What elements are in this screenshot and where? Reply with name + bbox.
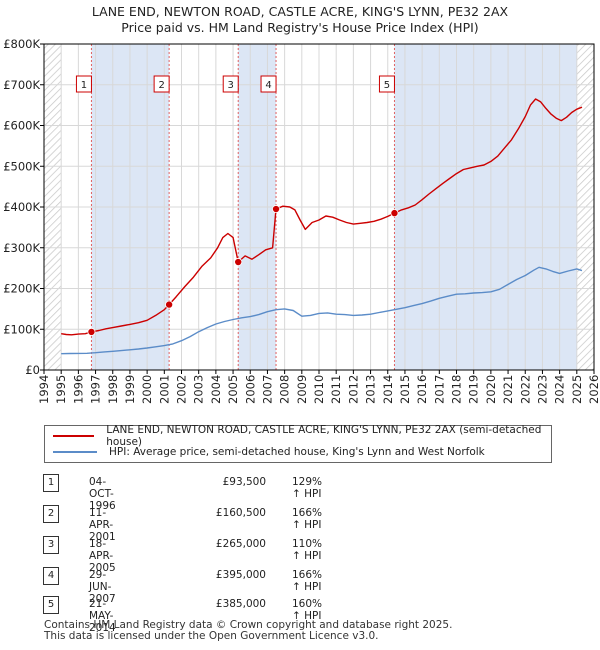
x-tick-label: 2023 [535,375,549,404]
hpi-line [61,266,583,355]
y-tick-label: £200K [3,282,40,296]
x-tick-label: 1997 [89,375,103,404]
legend-label-price-paid: LANE END, NEWTON ROAD, CASTLE ACRE, KING… [106,424,542,448]
sale-label: 3 [228,80,234,91]
transaction-hpi-change: 166% ↑ HPI [292,569,323,593]
x-tick-label: 2015 [398,375,412,404]
transaction-date: 21-MAY-2014 [89,598,116,634]
y-tick-label: £800K [3,37,40,51]
y-tick-label: £500K [3,159,40,173]
transaction-number-badge: 4 [43,567,59,585]
sale-label-box [260,75,277,93]
sale-label-box [222,75,239,93]
x-tick-label: 2009 [295,375,309,404]
x-tick-label: 2008 [278,375,292,404]
legend-swatch-price-paid [53,435,95,437]
x-tick-label: 2024 [553,375,567,404]
x-tick-label: 2012 [346,375,360,404]
x-tick-label: 2002 [175,375,189,404]
x-tick-label: 2017 [432,375,446,404]
sale-label-box [75,75,92,93]
x-tick-label: 2005 [226,375,240,404]
x-tick-label: 2021 [501,375,515,404]
sale-point [390,209,399,218]
transaction-number-badge: 5 [43,596,59,614]
y-tick-label: £600K [3,119,40,133]
y-tick-label: £400K [3,200,40,214]
price-chart: 1 2 3 4 5 £0 £100K £200K £300K £400K £500K £600K £70… [3,37,600,404]
sale-label: 4 [265,80,271,91]
y-tick-label: £300K [3,241,40,255]
x-tick-label: 2014 [381,375,395,404]
x-tick-label: 1999 [123,375,137,404]
transaction-date: 18-APR-2005 [89,538,116,574]
x-tick-label: 2018 [450,375,464,404]
transaction-number-badge: 2 [43,505,59,523]
x-tick-label: 2016 [415,375,429,404]
transaction-hpi-change: 129% ↑ HPI [292,476,323,500]
transaction-date: 11-APR-2001 [89,507,116,543]
transaction-price: £395,000 [215,569,266,581]
footer-copyright: Contains HM Land Registry data © Crown c… [44,619,453,631]
legend-swatch-hpi [53,451,97,453]
x-tick-label: 2020 [484,375,498,404]
chart-subtitle: Price paid vs. HM Land Registry's House … [121,20,479,35]
y-tick-label: £0 [25,363,40,377]
x-tick-label: 2022 [518,375,532,404]
legend-label-hpi: HPI: Average price, semi-detached house,… [109,446,485,458]
x-tick-label: 2019 [467,375,481,404]
transaction-price: £385,000 [215,598,266,610]
sale-label: 1 [81,80,87,91]
transaction-number-badge: 3 [43,536,59,554]
transaction-hpi-change: 160% ↑ HPI [292,598,323,622]
sale-point [272,205,281,214]
footer-licence: This data is licensed under the Open Gov… [44,630,379,642]
x-tick-label: 2003 [192,375,206,404]
x-tick-label: 2011 [329,375,343,404]
sale-label-box [378,75,395,93]
x-tick-label: 2000 [140,375,154,404]
sale-label: 2 [158,80,164,91]
price-paid-line [61,98,583,336]
x-tick-label: 2004 [209,375,223,404]
x-tick-label: 2007 [260,375,274,404]
sale-label-box [153,75,170,93]
x-tick-label: 1996 [71,375,85,404]
transaction-hpi-change: 110% ↑ HPI [292,538,323,562]
legend-item-hpi: HPI: Average price, semi-detached house,… [53,444,485,460]
x-tick-label: 1994 [37,375,51,404]
x-tick-label: 2006 [243,375,257,404]
sale-point [87,327,96,336]
transaction-date: 04-OCT-1996 [89,476,116,512]
y-tick-label: £100K [3,322,40,336]
x-tick-label: 1995 [54,375,68,404]
x-tick-label: 2025 [570,375,584,404]
x-tick-label: 2001 [157,375,171,404]
transaction-price: £265,000 [215,538,266,550]
x-tick-label: 1998 [106,375,120,404]
transaction-hpi-change: 166% ↑ HPI [292,507,323,531]
legend-item-price-paid: LANE END, NEWTON ROAD, CASTLE ACRE, KING… [53,424,551,448]
transaction-date: 29-JUN-2007 [89,569,116,605]
y-tick-label: £700K [3,78,40,92]
chart-title: LANE END, NEWTON ROAD, CASTLE ACRE, KING… [91,4,509,19]
x-tick-label: 2026 [587,375,600,404]
transaction-price: £93,500 [222,476,266,488]
sale-label: 5 [384,80,390,91]
sale-point [234,258,243,267]
sale-point [165,300,174,309]
x-tick-label: 2010 [312,375,326,404]
transaction-price: £160,500 [215,507,266,519]
x-tick-label: 2013 [364,375,378,404]
legend: LANE END, NEWTON ROAD, CASTLE ACRE, KING… [44,424,552,463]
transaction-number-badge: 1 [43,474,59,492]
